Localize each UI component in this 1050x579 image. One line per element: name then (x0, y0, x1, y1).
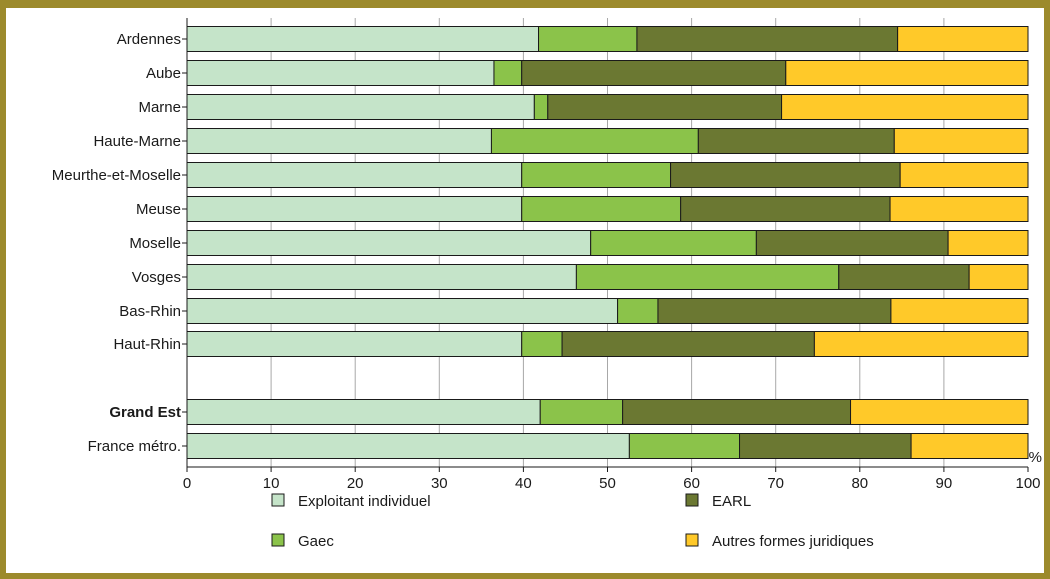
bar-earl-france-metro (739, 433, 912, 459)
bar-gaec-marne (533, 94, 549, 120)
bar-exploitant-individuel-grand-est (186, 399, 541, 425)
bar-exploitant-individuel-france-metro (186, 433, 630, 459)
bar-autres-formes-juridiques-haute-marne (893, 128, 1029, 154)
x-tick-label: 80 (851, 475, 868, 492)
category-label-meurthe-et-moselle: Meurthe-et-Moselle (52, 167, 181, 184)
x-tick-label: 20 (347, 475, 364, 492)
bar-autres-formes-juridiques-haut-rhin (813, 331, 1029, 357)
bar-earl-haut-rhin (561, 331, 815, 357)
legend-label-exploitant-individuel: Exploitant individuel (298, 493, 431, 510)
bar-gaec-france-metro (628, 433, 741, 459)
legend-layer: Exploitant individuel Gaec EARL Autres form… (271, 493, 874, 550)
bar-exploitant-individuel-aube (186, 60, 495, 86)
legend-swatch-autres-formes-juridiques (685, 533, 699, 547)
bar-earl-moselle (755, 230, 949, 256)
bar-exploitant-individuel-haute-marne (186, 128, 492, 154)
bar-exploitant-individuel-meuse (186, 196, 523, 222)
bar-autres-formes-juridiques-ardennes (897, 26, 1029, 52)
bar-gaec-meuse (521, 196, 682, 222)
category-label-grand-est: Grand Est (109, 404, 181, 421)
legend-label-earl: EARL (712, 493, 751, 510)
x-tick-label: 100 (1015, 475, 1040, 492)
legend-label-autres-formes-juridiques: Autres formes juridiques (712, 533, 874, 550)
bar-earl-ardennes (636, 26, 899, 52)
category-label-haut-rhin: Haut-Rhin (113, 336, 181, 353)
bar-gaec-grand-est (539, 399, 624, 425)
bar-autres-formes-juridiques-meuse (889, 196, 1029, 222)
bar-earl-meuse (680, 196, 891, 222)
bar-earl-grand-est (622, 399, 852, 425)
bar-exploitant-individuel-meurthe-et-moselle (186, 162, 523, 188)
category-label-meuse: Meuse (136, 201, 181, 218)
bar-autres-formes-juridiques-moselle (947, 230, 1029, 256)
x-tick-label: 70 (767, 475, 784, 492)
bar-gaec-moselle (590, 230, 757, 256)
bar-autres-formes-juridiques-vosges (968, 264, 1029, 290)
x-tick-label: 0 (183, 475, 191, 492)
bar-earl-aube (521, 60, 787, 86)
x-tick-label: 50 (599, 475, 616, 492)
bar-earl-vosges (838, 264, 970, 290)
bar-earl-marne (547, 94, 783, 120)
bar-gaec-ardennes (538, 26, 638, 52)
x-tick-label: 30 (431, 475, 448, 492)
bars-layer (186, 26, 1029, 459)
bar-exploitant-individuel-marne (186, 94, 535, 120)
category-label-vosges: Vosges (132, 269, 181, 286)
bar-earl-meurthe-et-moselle (670, 162, 901, 188)
bar-gaec-haut-rhin (521, 331, 563, 357)
x-axis-unit: % (1029, 449, 1042, 466)
labels-layer: 0 10 20 30 40 50 60 70 80 90 100% Ardennes Aube Marne… (52, 31, 1042, 492)
x-tick-label: 90 (936, 475, 953, 492)
category-label-france-metro: France métro. (88, 438, 181, 455)
bar-exploitant-individuel-bas-rhin (186, 298, 619, 324)
category-label-moselle: Moselle (129, 235, 181, 252)
bar-autres-formes-juridiques-meurthe-et-moselle (899, 162, 1029, 188)
legend-swatch-gaec (271, 533, 285, 547)
legend-swatch-earl (685, 493, 699, 507)
bar-gaec-vosges (575, 264, 840, 290)
x-tick-label: 40 (515, 475, 532, 492)
bar-earl-haute-marne (697, 128, 895, 154)
bar-gaec-bas-rhin (617, 298, 659, 324)
category-label-aube: Aube (146, 65, 181, 82)
category-label-haute-marne: Haute-Marne (93, 133, 181, 150)
bar-gaec-haute-marne (490, 128, 699, 154)
bar-autres-formes-juridiques-grand-est (850, 399, 1029, 425)
x-tick-label: 10 (263, 475, 280, 492)
x-tick-label: 60 (683, 475, 700, 492)
legend-label-gaec: Gaec (298, 533, 334, 550)
category-label-ardennes: Ardennes (117, 31, 181, 48)
bar-exploitant-individuel-vosges (186, 264, 577, 290)
bar-exploitant-individuel-ardennes (186, 26, 540, 52)
bar-autres-formes-juridiques-france-metro (910, 433, 1029, 459)
bar-autres-formes-juridiques-marne (781, 94, 1029, 120)
category-label-marne: Marne (138, 99, 181, 116)
legend-swatch-exploitant-individuel (271, 493, 285, 507)
bar-exploitant-individuel-haut-rhin (186, 331, 523, 357)
bar-autres-formes-juridiques-aube (785, 60, 1029, 86)
bar-gaec-meurthe-et-moselle (521, 162, 672, 188)
bar-autres-formes-juridiques-bas-rhin (890, 298, 1029, 324)
bar-earl-bas-rhin (657, 298, 892, 324)
axis-layer (182, 18, 1029, 472)
bar-exploitant-individuel-moselle (186, 230, 592, 256)
bar-gaec-aube (493, 60, 523, 86)
category-label-bas-rhin: Bas-Rhin (119, 303, 181, 320)
